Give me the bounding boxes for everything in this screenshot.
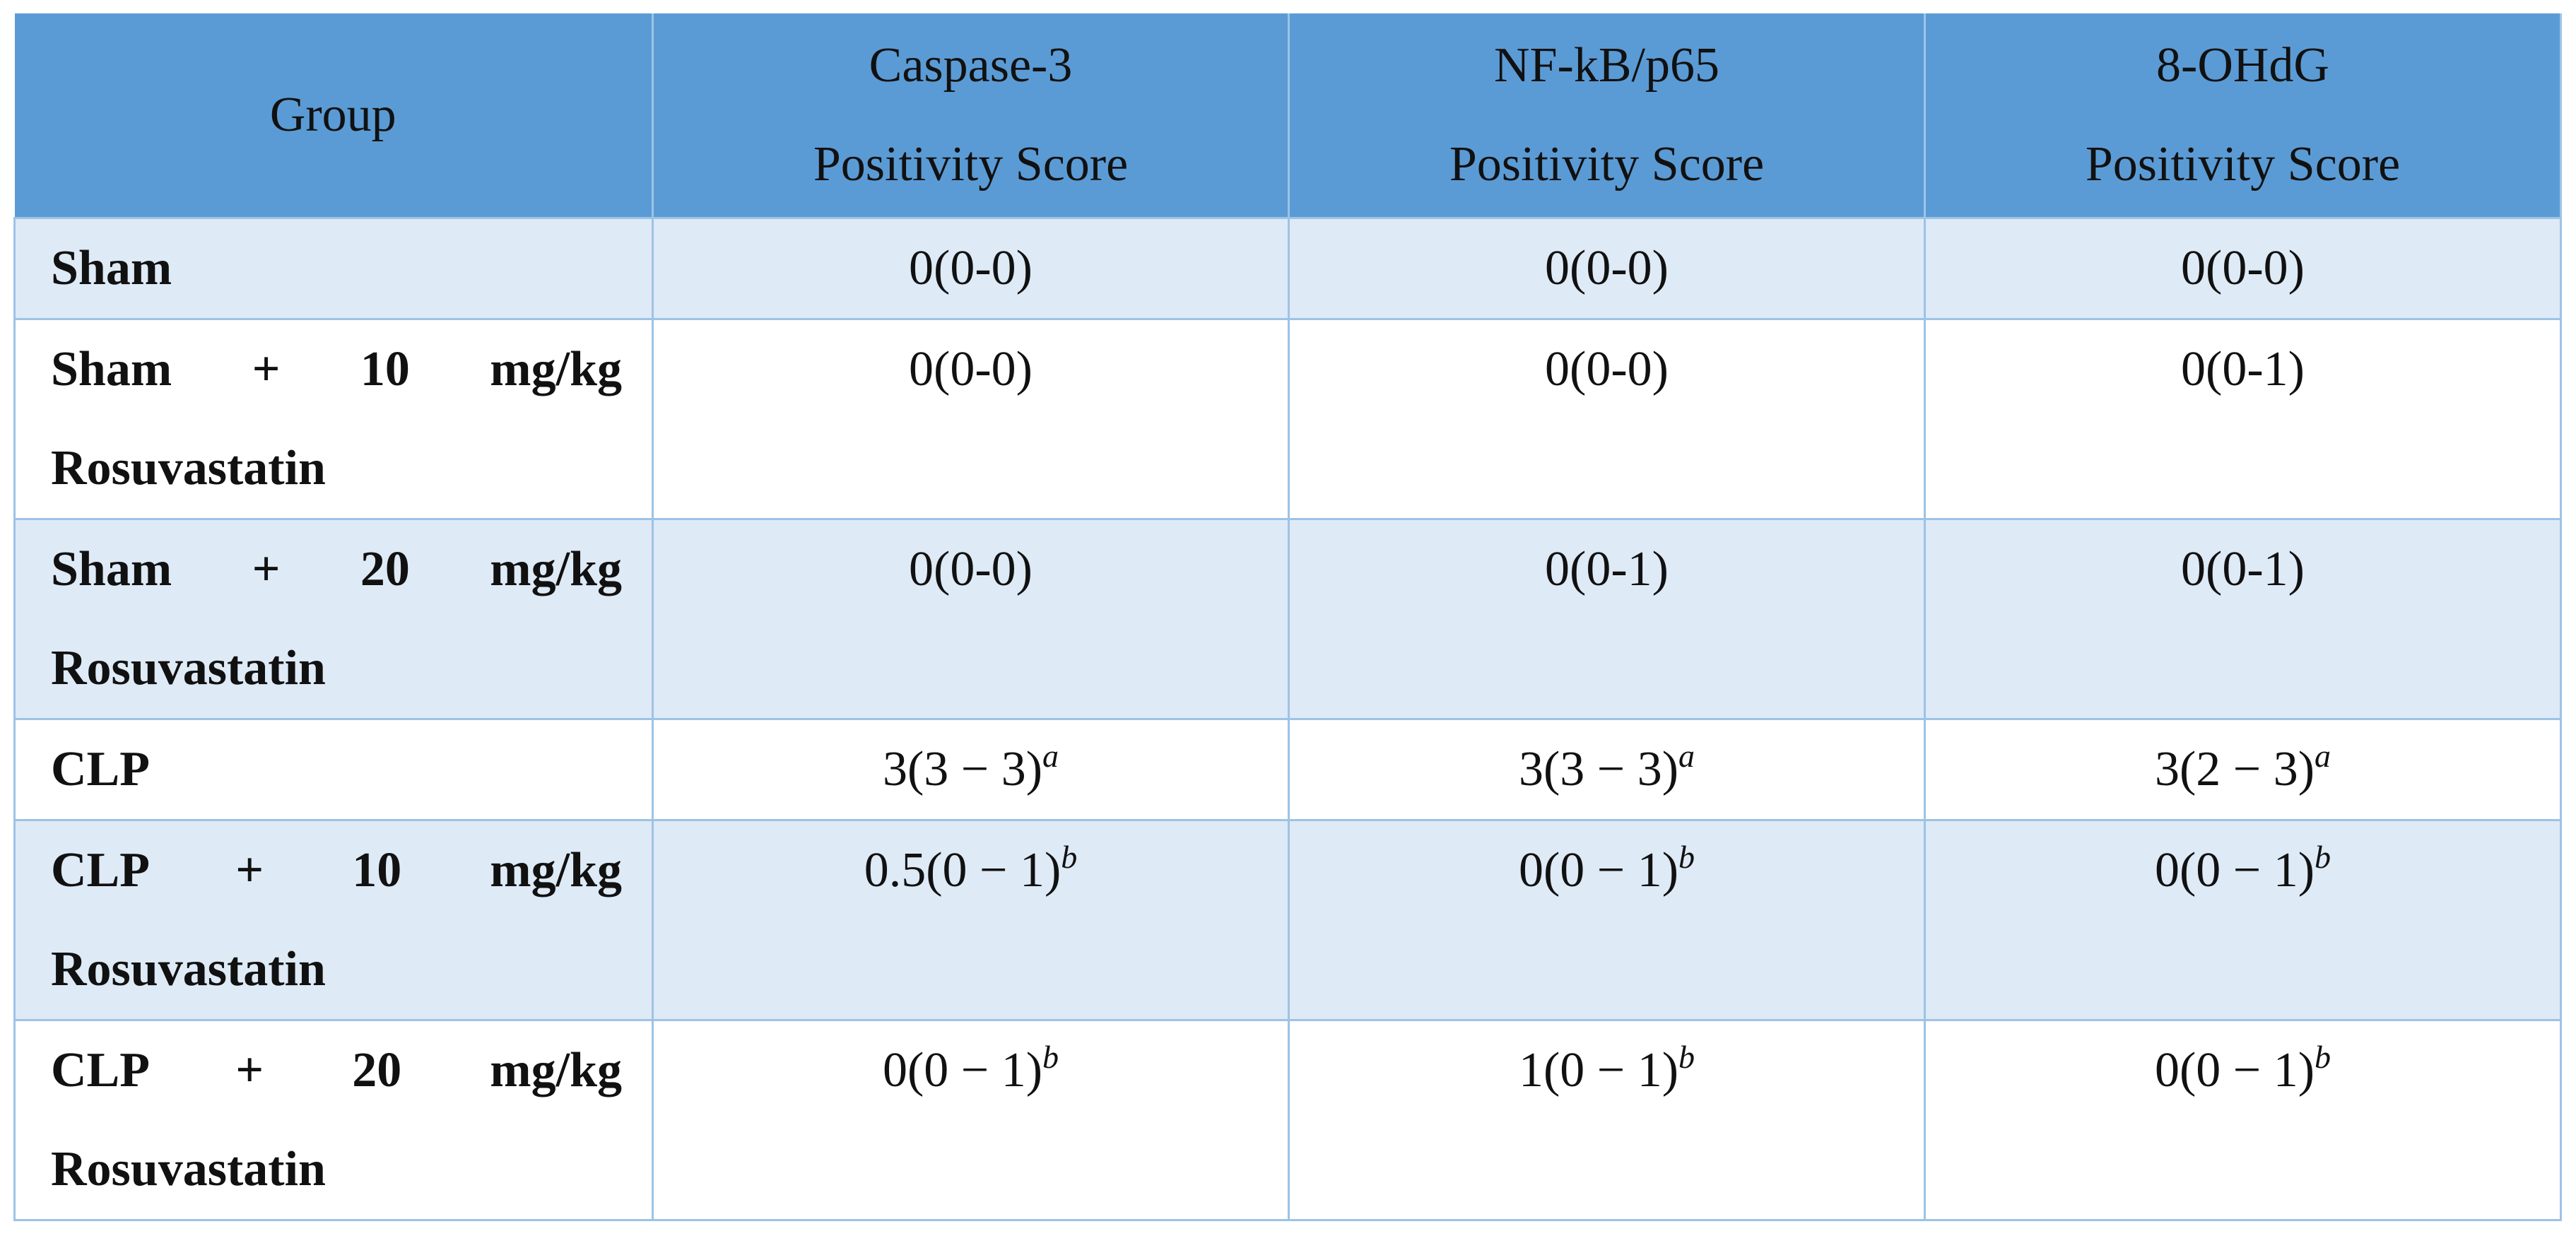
value-cell: 0(0-0): [652, 318, 1290, 520]
significance-mark: a: [1042, 738, 1059, 774]
value-cell: 0(0-1): [1924, 518, 2562, 720]
value-text: 3(3 − 3): [882, 742, 1043, 796]
header-cell: NF-kB/p65 Positivity Score: [1288, 13, 1926, 219]
table-row: Sham + 10 mg/kg Rosuvastatin 0(0-0) 0(0-0)…: [13, 318, 2562, 520]
value-cell: 3(3 − 3)a: [1288, 718, 1926, 821]
significance-mark: b: [1061, 839, 1078, 875]
table-container: Group Caspase-3 Positivity Score NF-kB/p65 P…: [13, 13, 2562, 1221]
value-cell: 0(0-0): [652, 518, 1290, 720]
value-cell: 0(0-0): [1288, 217, 1926, 320]
significance-mark: b: [2315, 1039, 2331, 1075]
value-cell: 0(0-1): [1924, 318, 2562, 520]
value-cell: 0(0 − 1)b: [1924, 1019, 2562, 1221]
group-cell: Sham + 20 mg/kg Rosuvastatin: [13, 518, 654, 720]
group-cell: Sham: [13, 217, 654, 320]
value-cell: 0(0 − 1)b: [652, 1019, 1290, 1221]
significance-mark: b: [2315, 839, 2331, 875]
group-cell: Sham + 10 mg/kg Rosuvastatin: [13, 318, 654, 520]
value-cell: 0(0-0): [1924, 217, 2562, 320]
value-cell: 0.5(0 − 1)b: [652, 819, 1290, 1021]
value-cell: 1(0 − 1)b: [1288, 1019, 1926, 1221]
value-text: 0.5(0 − 1): [864, 843, 1061, 897]
header-cell: Group: [14, 13, 654, 219]
value-cell: 0(0-1): [1288, 518, 1926, 720]
data-table: Group Caspase-3 Positivity Score NF-kB/p65 P…: [13, 13, 2562, 1221]
value-text: 1(0 − 1): [1518, 1043, 1679, 1097]
header-text: NF-kB/p65: [1494, 38, 1719, 93]
header-text: Positivity Score: [1449, 137, 1765, 192]
value-cell: 0(0-0): [652, 217, 1290, 320]
table-row: CLP + 10 mg/kg Rosuvastatin 0.5(0 − 1)b 0(…: [13, 819, 2562, 1021]
significance-mark: b: [1678, 839, 1695, 875]
table-row: CLP 3(3 − 3)a 3(3 − 3)a 3(2 − 3)a: [13, 718, 2562, 821]
group-cell: CLP + 20 mg/kg Rosuvastatin: [13, 1019, 654, 1221]
table-row: CLP + 20 mg/kg Rosuvastatin 0(0 − 1)b 1(0 …: [13, 1019, 2562, 1221]
header-cell: Caspase-3 Positivity Score: [652, 13, 1290, 219]
value-cell: 0(0 − 1)b: [1288, 819, 1926, 1021]
value-text: 3(2 − 3): [2154, 742, 2315, 796]
table-row: Sham 0(0-0) 0(0-0) 0(0-0): [13, 217, 2562, 320]
table-row: Sham + 20 mg/kg Rosuvastatin 0(0-0) 0(0-1)…: [13, 518, 2562, 720]
group-cell: CLP + 10 mg/kg Rosuvastatin: [13, 819, 654, 1021]
group-cell: CLP: [13, 718, 654, 821]
value-text: 0(0 − 1): [882, 1043, 1043, 1097]
significance-mark: b: [1042, 1039, 1059, 1075]
value-text: 0(0 − 1): [1518, 843, 1679, 897]
significance-mark: a: [2315, 738, 2331, 774]
value-cell: 0(0 − 1)b: [1924, 819, 2562, 1021]
significance-mark: b: [1678, 1039, 1695, 1075]
header-text: Positivity Score: [2085, 137, 2401, 192]
value-text: 0(0 − 1): [2154, 843, 2315, 897]
value-cell: 3(3 − 3)a: [652, 718, 1290, 821]
header-cell: 8-OHdG Positivity Score: [1924, 13, 2562, 219]
header-text: Caspase-3: [869, 38, 1073, 93]
value-text: 0(0 − 1): [2154, 1043, 2315, 1097]
header-text: 8-OHdG: [2156, 38, 2329, 93]
value-cell: 3(2 − 3)a: [1924, 718, 2562, 821]
significance-mark: a: [1678, 738, 1695, 774]
header-text: Group: [269, 88, 396, 142]
header-row: Group Caspase-3 Positivity Score NF-kB/p65 P…: [14, 13, 2562, 219]
value-text: 3(3 − 3): [1518, 742, 1679, 796]
header-text: Positivity Score: [813, 137, 1129, 192]
value-cell: 0(0-0): [1288, 318, 1926, 520]
